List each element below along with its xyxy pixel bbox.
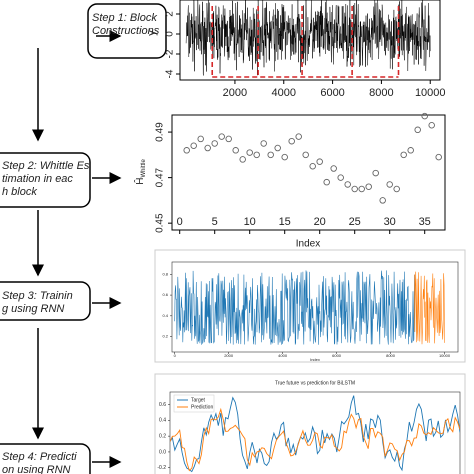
point [323, 178, 330, 186]
x-tick-label: 35 [419, 216, 431, 228]
point [204, 144, 211, 152]
point [253, 151, 260, 159]
step-label: Step 2: Whittle Es timation in eac h block [2, 160, 90, 198]
y-tick-label: 0.8 [162, 271, 168, 276]
y-tick-label: 0.6 [162, 292, 168, 297]
point [358, 185, 365, 193]
step-box [0, 443, 91, 474]
point [351, 185, 358, 193]
point [407, 147, 414, 154]
x-tick-label: 8000 [369, 87, 393, 99]
legend-box [173, 394, 215, 413]
point [190, 142, 197, 149]
point [218, 133, 225, 140]
y-tick-label: 0.47 [155, 167, 166, 187]
step-box [0, 152, 91, 208]
point [316, 158, 323, 165]
plot-frame [169, 391, 461, 474]
train-series [174, 270, 416, 345]
y-tick-label: 0.2 [162, 334, 168, 339]
y-axis-label: y [146, 30, 158, 36]
x-tick-label: 6000 [332, 353, 342, 358]
x-tick-label: 2000 [223, 87, 247, 99]
point [421, 112, 428, 120]
plot-frame [171, 261, 459, 353]
point [260, 140, 267, 147]
x-axis-label: Index [296, 239, 320, 250]
point [337, 174, 344, 181]
y-tick-label: 0 [165, 31, 176, 37]
noise-series [185, 0, 431, 76]
x-tick-label: 4000 [272, 87, 296, 99]
x-tick-label: 5 [212, 216, 218, 228]
point [400, 151, 407, 159]
point [365, 183, 372, 190]
x-tick-label: 4000 [278, 353, 288, 358]
legend-label: Prediction [191, 404, 213, 410]
y-tick-label: 0.6 [159, 402, 166, 408]
y-tick-label: 0.4 [159, 418, 166, 424]
y-tick-label: 2 [165, 11, 176, 17]
point [239, 156, 246, 163]
point [288, 137, 295, 145]
x-tick-label: 20 [314, 216, 326, 228]
y-tick-label: -2 [165, 49, 176, 58]
panel-title: True future vs prediction for BiLSTM [275, 380, 355, 386]
point [267, 151, 274, 159]
y-axis-label: ĤWhittle [133, 159, 147, 185]
step-box [87, 3, 167, 59]
step-box [0, 281, 91, 321]
point [435, 153, 442, 161]
point [414, 126, 421, 134]
y-tick-label: 0.0 [159, 449, 166, 455]
point [302, 151, 309, 159]
point [330, 165, 337, 172]
step-label: Step 1: Block Constructions [92, 12, 160, 37]
x-tick-label: 0 [177, 216, 183, 228]
blocks [211, 6, 400, 77]
x-tick-label: 10 [244, 216, 256, 228]
point [393, 185, 400, 193]
point [183, 147, 190, 154]
x-tick-label: 30 [384, 216, 396, 228]
y-tick-label: -4 [165, 69, 176, 78]
x-tick-label: 10000 [415, 87, 446, 99]
legend-label: Target [191, 397, 206, 403]
step-label: Step 3: Trainin g using RNN [2, 290, 73, 315]
point [225, 135, 232, 143]
y-tick-label: -0.2 [157, 465, 166, 471]
x-tick-label: 15 [279, 216, 291, 228]
arrows [32, 30, 122, 468]
point [197, 135, 204, 143]
step-label: Step 4: Predicti on using RNN [2, 451, 77, 474]
x-axis-label: Index [310, 357, 320, 362]
point [295, 133, 302, 140]
x-tick-label: 25 [349, 216, 361, 228]
plot-frame [179, 0, 441, 81]
y-tick-label: 0.49 [155, 122, 166, 142]
test-series [414, 271, 445, 345]
point [386, 181, 393, 188]
y-tick-label: 0.4 [162, 313, 168, 318]
x-tick-label: 0 [174, 353, 177, 358]
x-tick-label: 10000 [439, 353, 451, 358]
point [344, 181, 351, 188]
y-tick-label: 0.2 [159, 433, 166, 439]
point [232, 147, 239, 154]
point [309, 162, 316, 170]
point [379, 197, 386, 204]
point [211, 140, 218, 147]
y-tick-label: 0.45 [155, 213, 166, 233]
point [372, 169, 379, 177]
x-tick-label: 2000 [224, 353, 234, 358]
point [428, 121, 435, 129]
point [281, 153, 288, 161]
x-tick-label: 8000 [386, 353, 396, 358]
plot-frame [171, 114, 446, 231]
point [246, 149, 253, 156]
prediction-series [170, 407, 460, 472]
point [274, 144, 281, 152]
x-tick-label: 6000 [320, 87, 344, 99]
